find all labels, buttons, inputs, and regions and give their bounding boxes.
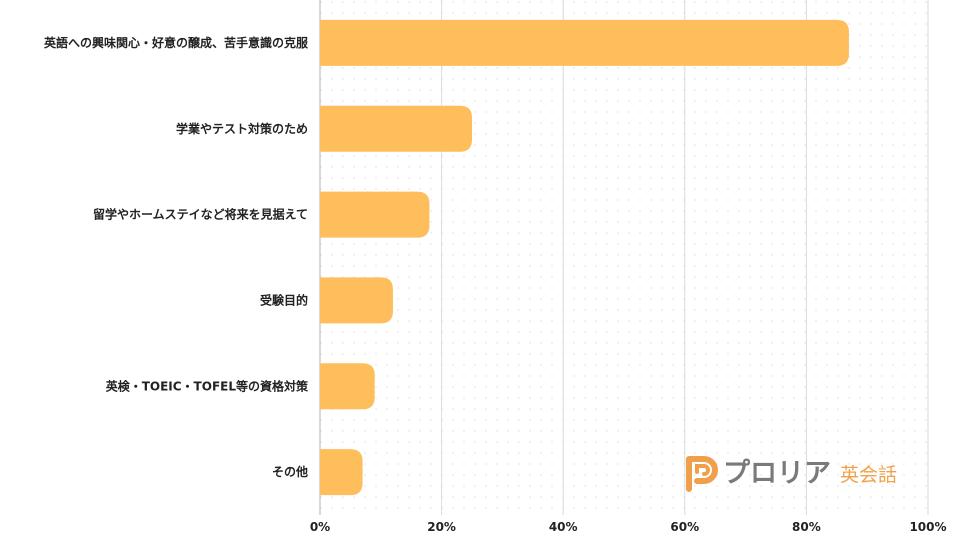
category-label: 学業やテスト対策のため (176, 121, 308, 136)
x-tick-label: 20% (427, 520, 456, 534)
category-label: 受験目的 (260, 292, 308, 307)
bar (320, 363, 375, 410)
category-labels: 英語への興味関心・好意の醸成、苦手意識の克服学業やテスト対策のため留学やホームス… (44, 35, 309, 479)
plot-background (320, 0, 928, 515)
x-tick-label: 60% (670, 520, 699, 534)
bar (320, 277, 393, 324)
x-tick-label: 80% (792, 520, 821, 534)
proria-p-logo-icon (686, 456, 718, 492)
x-tick-label: 40% (549, 520, 578, 534)
bar (320, 19, 849, 66)
brand-name: プロリア (723, 458, 831, 489)
x-tick-labels: 0% 20% 40% 60% 80% 100% (310, 520, 947, 534)
brand-subtitle: 英会話 (840, 464, 897, 486)
category-label: その他 (272, 464, 308, 479)
bars (320, 19, 849, 496)
category-label: 留学やホームステイなど将来を見据えて (93, 207, 308, 222)
category-label: 英語への興味関心・好意の醸成、苦手意識の克服 (44, 35, 309, 50)
category-label: 英検・TOEIC・TOFEL等の資格対策 (106, 378, 309, 393)
x-tick-label: 0% (310, 520, 330, 534)
bar (320, 105, 472, 152)
bar (320, 449, 363, 496)
x-tick-label: 100% (909, 520, 946, 534)
bar (320, 191, 430, 238)
watermark-logo: プロリア 英会話 (686, 456, 897, 492)
grid-lines (319, 0, 929, 515)
